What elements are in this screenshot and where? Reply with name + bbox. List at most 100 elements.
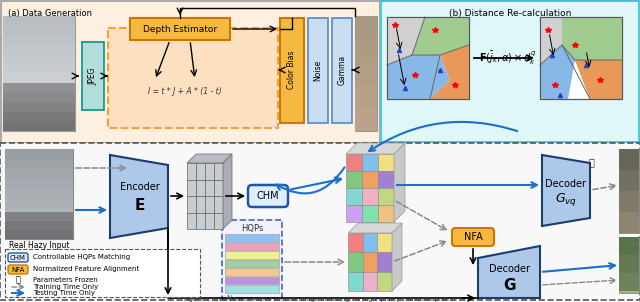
Bar xyxy=(5,221,73,230)
Bar xyxy=(540,17,622,99)
Bar xyxy=(348,272,363,291)
Bar xyxy=(3,93,75,102)
Text: JPEG: JPEG xyxy=(88,67,97,85)
Bar xyxy=(3,16,75,131)
Bar xyxy=(214,163,223,179)
Bar xyxy=(3,102,75,112)
Polygon shape xyxy=(394,143,405,222)
Text: NFA: NFA xyxy=(463,232,483,242)
Bar xyxy=(5,199,73,209)
Text: Controllable HQPs Matching: Controllable HQPs Matching xyxy=(33,255,130,261)
Bar xyxy=(3,83,75,93)
Polygon shape xyxy=(542,155,590,226)
Bar xyxy=(619,237,639,255)
Bar xyxy=(378,154,394,171)
Bar xyxy=(619,255,639,273)
Bar xyxy=(3,73,75,83)
Polygon shape xyxy=(430,45,469,99)
Bar xyxy=(187,163,196,179)
Bar xyxy=(196,196,205,213)
Polygon shape xyxy=(346,143,405,154)
Text: Decoder: Decoder xyxy=(545,179,586,189)
FancyBboxPatch shape xyxy=(248,185,288,207)
Text: 🔒: 🔒 xyxy=(588,157,594,167)
Bar xyxy=(346,205,362,222)
Bar xyxy=(5,249,200,297)
Text: Real Hazy Input: Real Hazy Input xyxy=(9,240,69,249)
Bar xyxy=(348,233,363,252)
Bar xyxy=(362,205,378,222)
Bar xyxy=(3,16,75,26)
Bar xyxy=(362,171,378,188)
Bar xyxy=(225,251,279,259)
Bar xyxy=(355,39,377,62)
Bar xyxy=(378,233,392,252)
FancyBboxPatch shape xyxy=(8,253,28,262)
Bar xyxy=(355,16,377,131)
Text: CHM: CHM xyxy=(257,191,279,201)
Bar xyxy=(187,179,196,196)
Bar xyxy=(5,149,73,159)
Bar xyxy=(378,252,392,272)
Text: Color Bias: Color Bias xyxy=(287,51,296,89)
Bar xyxy=(225,268,279,275)
Bar xyxy=(619,237,639,293)
Text: $G_{vq}$: $G_{vq}$ xyxy=(555,191,577,208)
Bar xyxy=(196,163,205,179)
Bar xyxy=(225,243,279,250)
Bar xyxy=(619,170,639,191)
Polygon shape xyxy=(392,223,402,291)
Bar xyxy=(387,17,469,99)
Bar xyxy=(378,272,392,291)
Bar xyxy=(378,188,394,205)
Bar xyxy=(332,18,352,123)
Bar xyxy=(5,209,73,219)
Bar xyxy=(5,169,73,179)
Bar xyxy=(3,45,75,54)
Bar xyxy=(5,212,73,221)
Bar xyxy=(3,112,75,121)
Bar xyxy=(5,189,73,199)
Bar xyxy=(225,259,279,267)
Bar xyxy=(619,149,639,170)
Bar xyxy=(381,1,639,142)
Bar xyxy=(619,212,639,233)
Bar xyxy=(187,213,196,229)
Bar xyxy=(3,112,75,121)
Bar xyxy=(108,28,278,128)
Text: Training Time Only: Training Time Only xyxy=(33,284,99,290)
Bar xyxy=(3,64,75,73)
Bar xyxy=(205,196,214,213)
Bar xyxy=(1,1,379,142)
Bar xyxy=(5,149,73,239)
Polygon shape xyxy=(387,55,450,99)
Bar xyxy=(225,234,279,242)
Bar xyxy=(540,17,622,99)
Bar xyxy=(355,16,377,39)
Bar xyxy=(225,285,279,293)
Text: (a) Data Generation: (a) Data Generation xyxy=(8,9,92,18)
Bar xyxy=(205,163,214,179)
Bar xyxy=(3,54,75,64)
Bar xyxy=(362,154,378,171)
Bar xyxy=(363,252,378,272)
Bar xyxy=(308,18,328,123)
Polygon shape xyxy=(540,17,562,65)
Bar xyxy=(187,196,196,213)
Bar xyxy=(225,277,279,284)
Text: Figure 3: Overview of RIDCP for real image dehazing via high-quality codebook pr: Figure 3: Overview of RIDCP for real ima… xyxy=(184,297,456,301)
Text: Parameters Frozen: Parameters Frozen xyxy=(33,277,98,282)
Bar xyxy=(5,219,73,229)
Text: $\mathbf{F}(\bar{j}_k,\alpha)\times d_k^q$: $\mathbf{F}(\bar{j}_k,\alpha)\times d_k^… xyxy=(479,50,537,66)
Bar xyxy=(378,205,394,222)
Bar xyxy=(5,230,73,239)
Bar xyxy=(3,93,75,102)
Bar xyxy=(355,62,377,85)
Bar xyxy=(82,42,104,110)
Bar xyxy=(346,171,362,188)
FancyBboxPatch shape xyxy=(8,265,28,274)
Bar xyxy=(214,213,223,229)
Polygon shape xyxy=(575,60,622,99)
Text: G: G xyxy=(503,278,515,293)
Bar xyxy=(346,154,362,171)
